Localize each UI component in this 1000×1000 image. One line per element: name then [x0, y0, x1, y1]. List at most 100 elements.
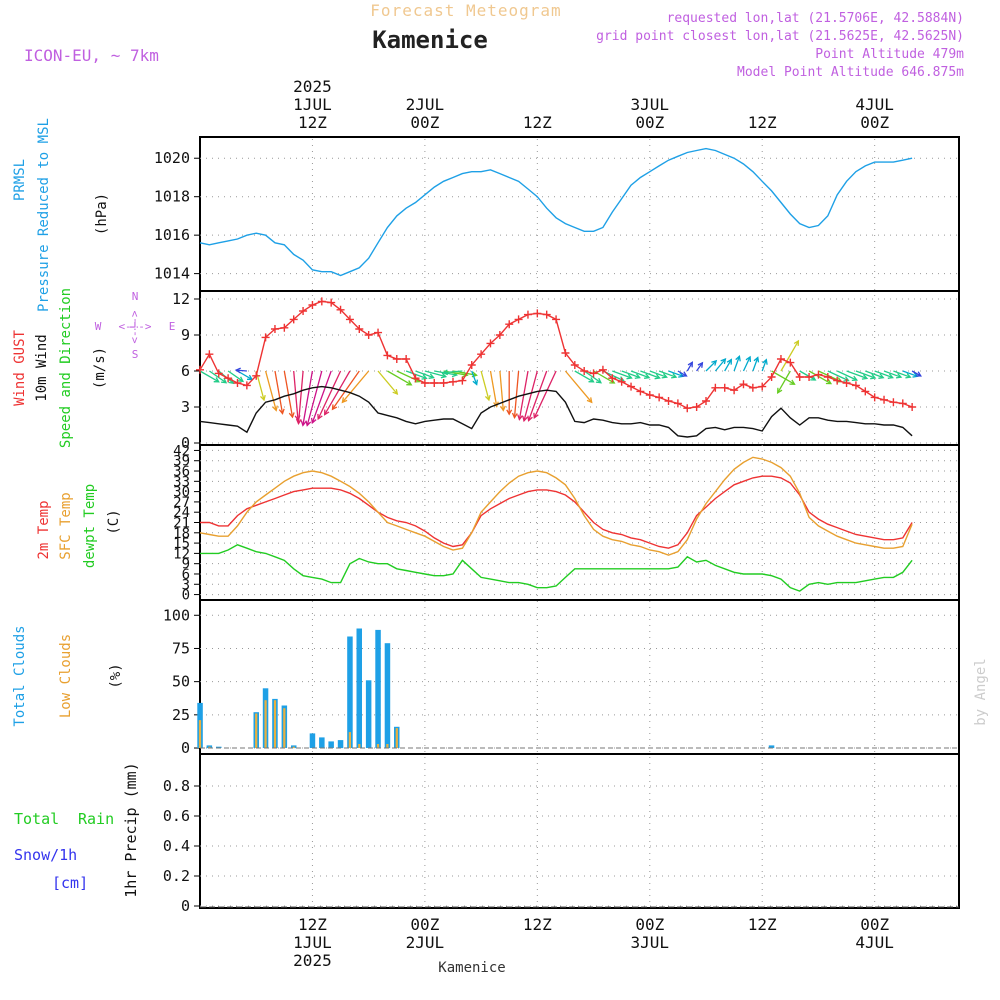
y-tick-label: 6: [182, 567, 190, 583]
precip-y-ticks: 0 0.2 0.4 0.6 0.8: [163, 777, 959, 915]
time-label-top: 00Z: [860, 113, 889, 132]
wind-vector: [480, 370, 490, 401]
gust-marker: [205, 350, 214, 359]
wind-panel: Wind GUST 10m Wind Speed and Direction (…: [12, 288, 959, 452]
wind-vector: [283, 370, 294, 418]
y-tick-label: 3: [181, 398, 190, 416]
time-label-top: 00Z: [410, 113, 439, 132]
low-cloud-bar: [198, 720, 202, 748]
time-label-bottom: 2025: [293, 951, 332, 970]
wind-vector-head: [588, 377, 595, 383]
wind-vector: [415, 370, 434, 379]
total-cloud-bar: [384, 643, 391, 749]
wind-vector-head: [861, 374, 869, 380]
gust-marker: [317, 297, 326, 306]
wind-vector: [533, 370, 557, 419]
gust-marker: [861, 387, 870, 396]
compass-west: W: [95, 320, 102, 333]
pressure-series: [199, 147, 913, 277]
wind-vector-head: [499, 405, 506, 412]
wind-vector-head: [626, 373, 633, 380]
gust-marker: [280, 323, 289, 332]
series-line: [199, 456, 913, 556]
wind-vector: [443, 370, 463, 374]
wind-vector: [513, 370, 520, 418]
wind-vector: [489, 370, 498, 407]
wind-vector-head: [777, 387, 783, 394]
wind-vector: [705, 360, 717, 372]
y-tick-label: 0.6: [163, 807, 190, 825]
time-label-bottom: 12Z: [523, 915, 552, 934]
wind-vector-head: [735, 355, 741, 362]
gust-marker: [411, 374, 420, 383]
gust-marker: [720, 383, 729, 392]
time-label-top: 3JUL: [631, 95, 670, 114]
y-tick-label: 9: [181, 326, 190, 344]
y-tick-label: 3: [182, 577, 190, 593]
gust-marker: [617, 377, 626, 386]
gust-marker: [758, 382, 767, 391]
y-tick-label: 25: [172, 706, 190, 724]
wind-vector: [724, 359, 732, 372]
total-cloud-bar: [309, 733, 316, 748]
gust-marker: [570, 361, 579, 369]
time-label-top: 12Z: [748, 113, 777, 132]
pressure-unit-label: (hPa): [94, 193, 110, 235]
compass-horizontal-arrows: <-!->: [118, 320, 151, 333]
clouds-unit-label: (%): [108, 663, 124, 688]
requested-coords: requested lon,lat (21.5706E, 42.5884N): [667, 11, 964, 26]
wind-vector: [341, 370, 370, 403]
wind-vector-head: [288, 412, 295, 419]
gust-marker: [561, 349, 570, 357]
wind-vector-head: [310, 417, 317, 425]
y-tick-label: 0: [181, 739, 190, 757]
wind-vector-head: [341, 397, 348, 404]
pressure-y-ticks: 1014 1016 1018 1020: [154, 149, 959, 283]
gust-marker: [477, 350, 486, 359]
total-label: Total: [14, 810, 59, 828]
wind-vector: [306, 370, 323, 426]
wind-vector: [564, 370, 593, 403]
wind-vector: [612, 370, 632, 379]
wind-vector: [686, 361, 693, 372]
time-label-top: 2JUL: [406, 95, 445, 114]
compass-vertical-arrows: <-!->: [128, 310, 141, 343]
wind-vector-head: [726, 358, 732, 365]
gust-marker: [842, 379, 851, 387]
gust-marker: [533, 309, 542, 318]
compass-north: N: [132, 290, 139, 303]
y-tick-label: 6: [181, 362, 190, 380]
wind-vector: [846, 370, 868, 380]
y-tick-label: 0.4: [163, 837, 190, 855]
wind-vector-head: [843, 376, 850, 382]
series-line: [200, 544, 913, 592]
gust-marker: [308, 301, 317, 309]
y-tick-label: 21: [173, 516, 190, 532]
low-cloud-bar: [208, 746, 211, 748]
wind-vector: [668, 370, 684, 377]
compass-east: E: [169, 320, 176, 333]
wind-vector-head: [753, 356, 760, 363]
clouds-panel: Total Clouds Low Clouds (%) 0 25 50 75 100: [12, 606, 959, 757]
gust-marker: [336, 305, 345, 314]
wind-vector-head: [533, 412, 539, 420]
gust-marker: [598, 365, 607, 374]
wind-vector-head: [887, 373, 894, 379]
total-cloud-bar: [216, 746, 222, 748]
wind-vector-head: [484, 394, 491, 402]
gust-marker: [449, 377, 457, 386]
gust-marker: [683, 404, 692, 413]
wind-vector-head: [825, 378, 833, 385]
gust-marker: [767, 373, 776, 381]
y-tick-label: 30: [173, 485, 190, 501]
total-cloud-bar: [319, 737, 325, 748]
wind-vector: [236, 369, 247, 372]
low-cloud-bar: [273, 700, 277, 748]
wind-vector-head: [511, 412, 518, 419]
wind-vector-head: [278, 408, 285, 415]
gust-marker: [505, 320, 514, 329]
low-cloud-bar: [292, 746, 295, 748]
gust-marker: [908, 403, 917, 411]
